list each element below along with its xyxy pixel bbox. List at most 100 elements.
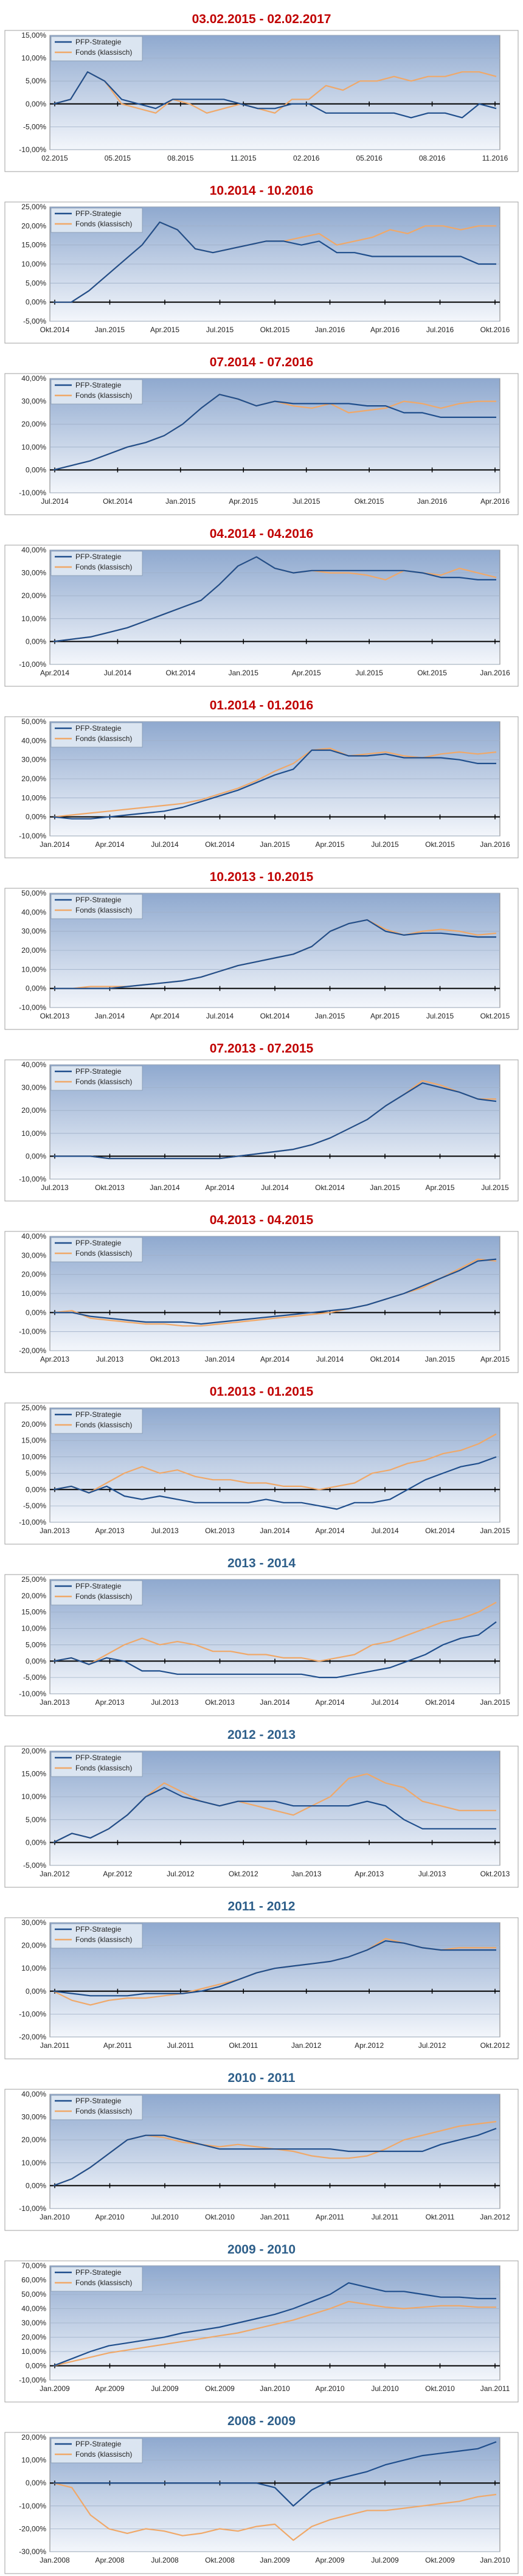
y-tick-label: 0,00% xyxy=(26,984,46,993)
y-tick-label: 20,00% xyxy=(21,2333,46,2342)
legend-label: Fonds (klassisch) xyxy=(75,734,132,743)
y-tick-label: 5,00% xyxy=(26,77,46,85)
chart-svg: 40,00%30,00%20,00%10,00%0,00%-10,00%Jul.… xyxy=(4,373,519,515)
chart-title: 07.2013 - 07.2015 xyxy=(209,1042,314,1056)
x-tick-label: Okt.2014 xyxy=(260,1012,290,1020)
y-tick-label: 50,00% xyxy=(21,889,46,897)
x-tick-label: Jan.2008 xyxy=(40,2556,70,2564)
x-tick-label: Jan.2010 xyxy=(480,2556,510,2564)
x-tick-label: Apr.2015 xyxy=(425,1183,454,1192)
chart-panel: 03.02.2015 - 02.02.2017 15,00% 10,00% 5,00%… xyxy=(0,7,523,174)
y-tick-label: 0,00% xyxy=(26,1838,46,1847)
y-tick-label: 25,00% xyxy=(21,1575,46,1584)
x-tick-label: Jan.2015 xyxy=(95,325,125,334)
chart-svg: 40,00%30,00%20,00%10,00%0,00%-10,00%Jan.… xyxy=(4,2089,519,2231)
x-tick-label: Jul.2015 xyxy=(355,669,383,677)
legend-label: PFP-Strategie xyxy=(75,1753,122,1762)
y-tick-label: -5,00% xyxy=(23,1861,46,1870)
series-line-pfp-strategie xyxy=(54,221,496,303)
x-tick-label: 08.2016 xyxy=(419,154,446,162)
y-tick-label: -5,00% xyxy=(23,1673,46,1682)
y-tick-label: 15,00% xyxy=(21,1436,46,1445)
chart-svg: 70,00% 60,00% 50,00% 40,00% 30,00% 20,00% 10,0… xyxy=(4,2260,519,2403)
x-tick-label: Okt.2013 xyxy=(150,1355,180,1363)
x-tick-label: Jan.2016 xyxy=(480,840,510,849)
chart-title: 2008 - 2009 xyxy=(227,2414,296,2428)
x-tick-label: Apr.2016 xyxy=(480,497,510,506)
x-tick-label: Jul.2009 xyxy=(151,2384,179,2393)
y-tick-label: -10,00% xyxy=(19,660,46,669)
chart-svg: 50,00% 40,00% 30,00% 20,00% 10,00% 0,00% -10,0… xyxy=(4,888,519,1030)
x-tick-label: Jul.2012 xyxy=(418,2041,446,2050)
x-tick-label: Jan.2015 xyxy=(480,1526,510,1535)
y-tick-label: 40,00% xyxy=(21,908,46,916)
x-tick-label: Jul.2016 xyxy=(426,325,454,334)
legend-label: Fonds (klassisch) xyxy=(75,1935,132,1944)
y-tick-label: 0,00% xyxy=(26,637,46,646)
x-tick-label: Jul.2013 xyxy=(41,1183,69,1192)
y-tick-label: 0,00% xyxy=(26,1485,46,1494)
legend-label: Fonds (klassisch) xyxy=(75,48,132,57)
y-tick-label: -10,00% xyxy=(19,145,46,154)
legend-box xyxy=(50,379,143,405)
x-tick-label: Apr.2012 xyxy=(355,2041,384,2050)
legend-label: Fonds (klassisch) xyxy=(75,391,132,400)
legend-label: Fonds (klassisch) xyxy=(75,1249,132,1258)
chart-title: 2013 - 2014 xyxy=(227,1556,296,1570)
x-tick-label: Okt.2015 xyxy=(260,325,290,334)
y-tick-label: 10,00% xyxy=(21,260,46,268)
x-tick-label: Okt.2014 xyxy=(166,669,196,677)
x-tick-label: Apr.2014 xyxy=(95,840,124,849)
series-line-pfp-strategie xyxy=(53,394,496,471)
chart-title: 01.2014 - 01.2016 xyxy=(209,698,314,712)
x-tick-label: Apr.2010 xyxy=(95,2213,124,2221)
y-tick-label: 0,00% xyxy=(26,100,46,108)
y-tick-label: 20,00% xyxy=(21,420,46,428)
y-tick-label: 10,00% xyxy=(21,1289,46,1298)
x-tick-label: Okt.2012 xyxy=(229,1870,258,1878)
y-tick-label: 30,00% xyxy=(21,569,46,577)
legend-box xyxy=(50,1065,143,1091)
series-line-pfp-strategie xyxy=(53,556,496,642)
x-tick-label: Okt.2014 xyxy=(205,840,235,849)
x-tick-label: Okt.2015 xyxy=(417,669,447,677)
y-tick-label: 40,00% xyxy=(21,374,46,383)
chart-title: 10.2013 - 10.2015 xyxy=(209,870,314,884)
x-tick-label: Jul.2015 xyxy=(371,840,399,849)
x-tick-label: Jan.2011 xyxy=(260,2213,290,2221)
y-tick-label: 0,00% xyxy=(26,2181,46,2190)
series-line-pfp-strategie xyxy=(53,71,497,119)
legend-label: PFP-Strategie xyxy=(75,2268,122,2277)
series-line-pfp-strategie xyxy=(53,2282,496,2367)
x-tick-label: Apr.2011 xyxy=(316,2213,344,2221)
y-tick-label: 25,00% xyxy=(21,1404,46,1412)
y-tick-label: 0,00% xyxy=(26,1657,46,1665)
x-tick-label: Okt.2014 xyxy=(370,1355,400,1363)
legend-box xyxy=(50,894,143,919)
chart-svg: 15,00%10,00%5,00%0,00%-5,00%-10,00%02.20… xyxy=(4,30,519,172)
legend-label: PFP-Strategie xyxy=(75,552,122,561)
y-tick-label: -10,00% xyxy=(19,832,46,840)
x-tick-label: Jan.2013 xyxy=(40,1526,70,1535)
x-tick-label: Jul.2015 xyxy=(481,1183,509,1192)
chart-panel: 04.2014 - 04.2016 40,00% 30,00% 20,00% 10,00… xyxy=(0,522,523,689)
x-tick-label: Apr.2012 xyxy=(103,1870,132,1878)
y-tick-label: 10,00% xyxy=(21,1792,46,1801)
chart-title: 2011 - 2012 xyxy=(227,1899,296,1913)
x-tick-label: Jul.2014 xyxy=(261,1183,289,1192)
x-tick-label: Jan.2010 xyxy=(40,2213,70,2221)
chart-title: 2009 - 2010 xyxy=(227,2243,296,2257)
x-tick-label: Apr.2015 xyxy=(480,1355,510,1363)
x-tick-label: Jul.2014 xyxy=(316,1355,344,1363)
x-tick-label: 11.2016 xyxy=(482,154,508,162)
y-tick-label: 10,00% xyxy=(21,1453,46,1461)
x-tick-label: Okt.2013 xyxy=(40,1012,70,1020)
y-tick-label: 20,00% xyxy=(21,1592,46,1600)
y-tick-label: 30,00% xyxy=(21,756,46,764)
legend-label: PFP-Strategie xyxy=(75,2440,122,2448)
legend-label: PFP-Strategie xyxy=(75,2097,122,2105)
chart-svg: 20,00%15,00%10,00%5,00%0,00%-5,00%Jan.20… xyxy=(4,1746,519,1888)
x-tick-label: Jul.2014 xyxy=(104,669,132,677)
x-tick-label: Okt.2014 xyxy=(40,325,70,334)
legend-label: PFP-Strategie xyxy=(75,381,122,389)
